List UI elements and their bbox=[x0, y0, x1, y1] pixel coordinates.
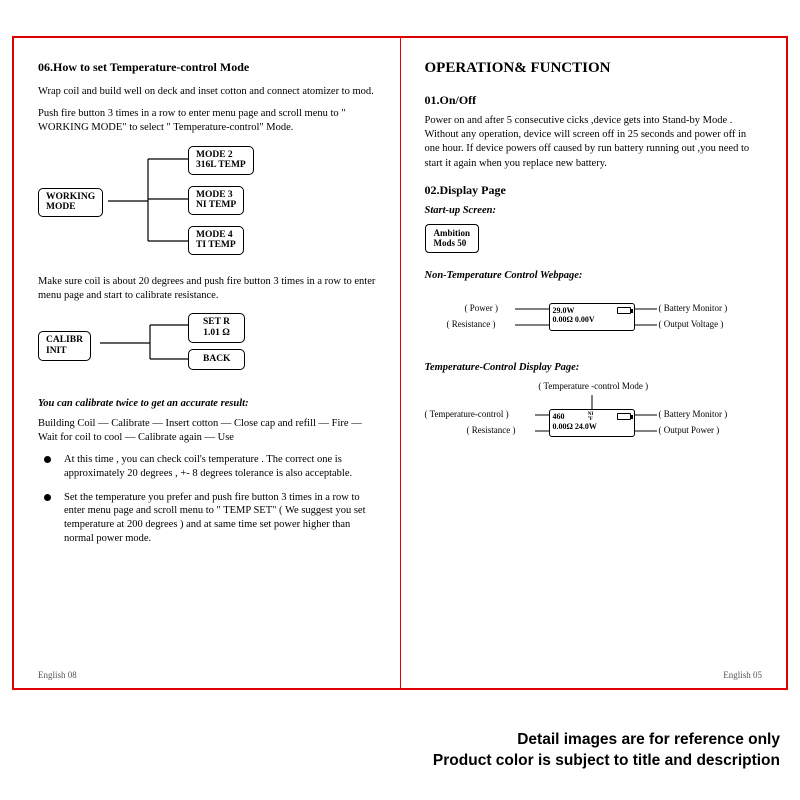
tc-display-heading: Temperature-Control Display Page: bbox=[425, 361, 763, 375]
para: Wrap coil and build well on deck and ins… bbox=[38, 85, 376, 99]
para: Make sure coil is about 20 degrees and p… bbox=[38, 275, 376, 303]
para: Push fire button 3 times in a row to ent… bbox=[38, 107, 376, 135]
tc-label: ( Temperature-control ) bbox=[425, 409, 509, 419]
back-box: BACK bbox=[188, 349, 245, 370]
bullet-item: Set the temperature you prefer and push … bbox=[38, 491, 376, 546]
res-volt-value: 0.00Ω 0.00V bbox=[553, 315, 631, 325]
working-mode-diagram: WORKING MODE MODE 2 316L TEMP MODE 3 NI … bbox=[38, 146, 376, 261]
battery-icon bbox=[617, 307, 631, 314]
right-page: OPERATION& FUNCTION 01.On/Off Power on a… bbox=[401, 38, 787, 688]
caption-line1: Detail images are for reference only bbox=[433, 730, 780, 751]
page-number-right: English 05 bbox=[723, 670, 762, 680]
resistance-label: ( Resistance ) bbox=[447, 319, 496, 329]
temp-value: 460 bbox=[553, 412, 565, 422]
startup-screen-heading: Start-up Screen: bbox=[425, 204, 763, 218]
para: Power on and after 5 consecutive cicks ,… bbox=[425, 114, 763, 171]
mode4-box: MODE 4 TI TEMP bbox=[188, 226, 244, 256]
disclaimer-caption: Detail images are for reference only Pro… bbox=[433, 730, 780, 772]
section-06-title: 06.How to set Temperature-control Mode bbox=[38, 60, 376, 75]
mode3-box: MODE 3 NI TEMP bbox=[188, 186, 244, 216]
non-tc-display-diagram: ( Power ) ( Resistance ) 29.0W 0.00Ω 0.0… bbox=[425, 289, 763, 347]
power-label: ( Power ) bbox=[465, 303, 499, 313]
tc-display-diagram: ( Temperature-control ) ( Resistance ) 4… bbox=[425, 395, 763, 453]
mode2-box: MODE 2 316L TEMP bbox=[188, 146, 254, 176]
bullet-list: At this time , you can check coil's temp… bbox=[38, 453, 376, 545]
power-value: 29.0W bbox=[553, 306, 575, 316]
display-page-heading: 02.Display Page bbox=[425, 183, 763, 198]
page-number-left: English 08 bbox=[38, 670, 77, 680]
output-voltage-label: ( Output Voltage ) bbox=[659, 319, 724, 329]
battery-icon bbox=[617, 413, 631, 420]
battery-monitor-label: ( Battery Monitor ) bbox=[659, 303, 728, 313]
output-power-label: ( Output Power ) bbox=[659, 425, 720, 435]
calibration-steps: Building Coil — Calibrate — Insert cotto… bbox=[38, 417, 376, 445]
ni-indicator: NI°F bbox=[588, 412, 594, 422]
resistance-label: ( Resistance ) bbox=[467, 425, 516, 435]
display-screen: 460 NI°F 0.00Ω 24.0W bbox=[549, 409, 635, 437]
calibr-diagram: CALIBR INIT SET R 1.01 Ω BACK bbox=[38, 313, 376, 383]
bullet-item: At this time , you can check coil's temp… bbox=[38, 453, 376, 480]
display-screen: 29.0W 0.00Ω 0.00V bbox=[549, 303, 635, 331]
caption-line2: Product color is subject to title and de… bbox=[433, 751, 780, 772]
calibr-box: CALIBR INIT bbox=[38, 331, 91, 361]
res-power-value: 0.00Ω 24.0W bbox=[553, 422, 631, 432]
working-mode-box: WORKING MODE bbox=[38, 188, 103, 218]
operation-heading: OPERATION& FUNCTION bbox=[425, 60, 763, 77]
nontc-heading: Non-Temperature Control Webpage: bbox=[425, 269, 763, 283]
battery-monitor-label: ( Battery Monitor ) bbox=[659, 409, 728, 419]
on-off-heading: 01.On/Off bbox=[425, 93, 763, 108]
tc-mode-label: ( Temperature -control Mode ) bbox=[425, 381, 763, 391]
left-page: 06.How to set Temperature-control Mode W… bbox=[14, 38, 400, 688]
setr-box: SET R 1.01 Ω bbox=[188, 313, 245, 343]
manual-spread: 06.How to set Temperature-control Mode W… bbox=[12, 36, 788, 690]
startup-screen-box: Ambition Mods 50 bbox=[425, 224, 480, 253]
calibrate-twice-heading: You can calibrate twice to get an accura… bbox=[38, 397, 376, 411]
